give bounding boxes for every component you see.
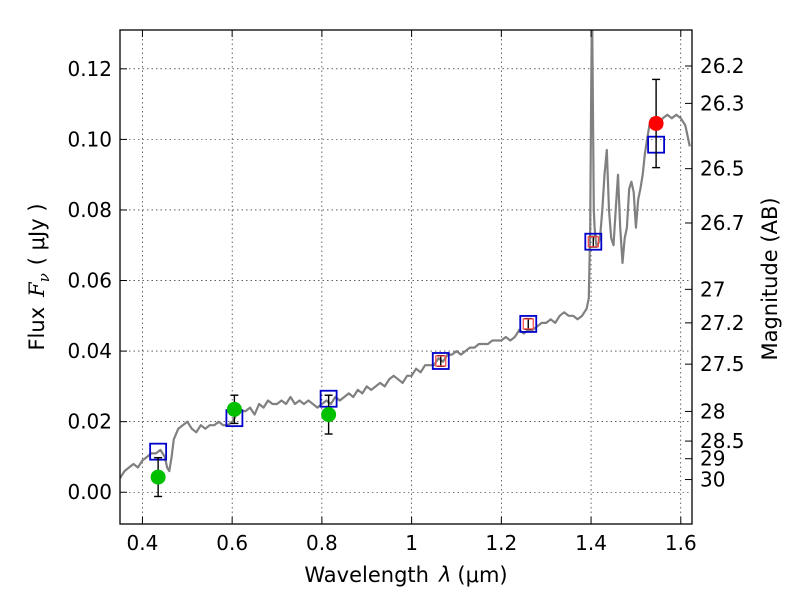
y2-tick-label: 30 [700,468,725,492]
model-photometry-square [584,232,603,251]
y-axis-label-text: Flux [25,307,49,351]
observed-ir-square [435,355,447,367]
y2-tick-label: 29 [700,447,725,471]
data-marks [120,30,691,498]
x-tick-label: 0.4 [127,531,159,555]
x-tick-label: 0.8 [306,531,338,555]
y-axis-label-symbol: F [25,281,49,298]
model-photometry-square [519,315,538,333]
y2-axis-label: Magnitude (AB) [758,197,782,360]
y-tick-label: 0.12 [67,57,112,81]
axes-frame [119,29,693,525]
y2-tick-label: 26.2 [700,54,745,78]
x-tick-label: 0.6 [216,531,248,555]
y-axis-ticks: 0.00 0.02 0.04 0.06 0.08 0.10 0.12 [67,57,127,504]
plot-area [120,30,691,498]
y2-tick-label: 26.3 [700,91,745,115]
observed-point [150,469,166,485]
x-axis-label-text: Wavelength [304,563,429,587]
x-tick-label: 1.4 [575,531,607,555]
y2-tick-label: 26.7 [700,211,745,235]
y-tick-label: 0.10 [67,127,112,151]
y-axis-label-unit: ( μJy ) [25,203,49,265]
y-tick-label: 0.04 [67,339,112,363]
y-axis-label: Flux Fν ( μJy ) [25,203,53,350]
x-tick-label: 1.2 [485,531,517,555]
observed-point [321,407,337,423]
y2-tick-label: 28 [700,399,725,423]
y2-tick-label: 27 [700,277,725,301]
grid-lines [120,30,692,524]
observed-ir-square [587,236,599,248]
y2-tick-label: 27.5 [700,352,745,376]
y-tick-label: 0.02 [67,410,112,434]
y-axis-label-subscript: ν [35,273,53,282]
x-axis-label-symbol: λ [438,563,451,587]
y-tick-label: 0.08 [67,198,112,222]
model-photometry-square [431,352,450,370]
observed-point [648,116,664,132]
observed-point [226,401,242,417]
x-axis-label: Wavelength λ (μm) [304,563,507,587]
x-axis-label-unit: (μm) [457,563,507,587]
x-axis-ticks: 0.4 0.6 0.8 1 1.2 1.4 1.6 [127,30,697,555]
x-tick-label: 1.6 [665,531,697,555]
x-tick-label: 1 [405,531,418,555]
y2-tick-label: 26.5 [700,157,745,181]
y2-tick-label: 27.2 [700,311,745,335]
spectrum-line [120,30,691,479]
y2-tick-label: 28.5 [700,429,745,453]
observed-ir-square [522,318,534,330]
y-tick-label: 0.06 [67,269,112,293]
y-tick-label: 0.00 [67,480,112,504]
